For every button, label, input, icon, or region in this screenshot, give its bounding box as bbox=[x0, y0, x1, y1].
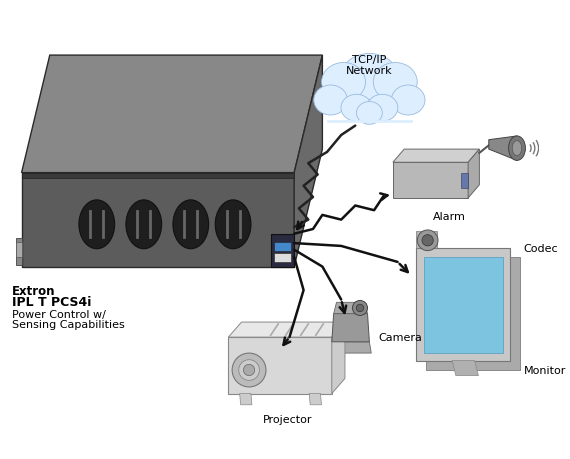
Polygon shape bbox=[417, 231, 437, 248]
Polygon shape bbox=[468, 150, 479, 199]
Ellipse shape bbox=[126, 201, 162, 249]
Polygon shape bbox=[16, 239, 22, 265]
Polygon shape bbox=[332, 322, 345, 394]
Polygon shape bbox=[271, 234, 294, 267]
Ellipse shape bbox=[356, 102, 382, 125]
Polygon shape bbox=[274, 243, 291, 251]
Polygon shape bbox=[229, 322, 345, 337]
Ellipse shape bbox=[173, 201, 209, 249]
Ellipse shape bbox=[341, 54, 398, 101]
Polygon shape bbox=[229, 337, 332, 394]
Text: Extron: Extron bbox=[12, 284, 56, 297]
Polygon shape bbox=[22, 173, 294, 267]
Ellipse shape bbox=[417, 230, 438, 251]
Polygon shape bbox=[393, 163, 468, 199]
Text: Monitor: Monitor bbox=[524, 365, 566, 375]
Ellipse shape bbox=[341, 95, 372, 122]
Polygon shape bbox=[417, 248, 510, 361]
Ellipse shape bbox=[392, 86, 425, 116]
Polygon shape bbox=[310, 394, 321, 405]
Polygon shape bbox=[332, 314, 369, 342]
Text: Camera: Camera bbox=[379, 332, 423, 342]
Ellipse shape bbox=[215, 201, 251, 249]
Polygon shape bbox=[16, 243, 22, 257]
Polygon shape bbox=[461, 173, 468, 188]
Ellipse shape bbox=[232, 353, 266, 387]
Ellipse shape bbox=[239, 360, 259, 381]
Text: Alarm: Alarm bbox=[433, 212, 466, 222]
Ellipse shape bbox=[508, 137, 526, 161]
Ellipse shape bbox=[243, 364, 255, 376]
Text: Sensing Capabilities: Sensing Capabilities bbox=[12, 319, 125, 330]
Polygon shape bbox=[22, 56, 323, 173]
Polygon shape bbox=[488, 137, 517, 161]
Ellipse shape bbox=[321, 63, 365, 102]
Ellipse shape bbox=[314, 86, 347, 116]
Polygon shape bbox=[332, 342, 371, 353]
Polygon shape bbox=[294, 56, 323, 267]
Polygon shape bbox=[22, 173, 294, 179]
Polygon shape bbox=[274, 254, 291, 263]
Polygon shape bbox=[424, 257, 503, 353]
Text: IPL T PCS4i: IPL T PCS4i bbox=[12, 295, 92, 308]
Polygon shape bbox=[452, 361, 478, 376]
Text: Codec: Codec bbox=[524, 244, 558, 253]
Ellipse shape bbox=[356, 304, 364, 312]
Polygon shape bbox=[333, 302, 368, 314]
Ellipse shape bbox=[422, 235, 433, 246]
Text: Projector: Projector bbox=[263, 414, 312, 424]
Ellipse shape bbox=[373, 63, 417, 102]
Ellipse shape bbox=[352, 301, 368, 316]
Text: Power Control w/: Power Control w/ bbox=[12, 309, 106, 319]
Text: TCP/IP
Network: TCP/IP Network bbox=[346, 55, 393, 76]
Polygon shape bbox=[239, 394, 252, 405]
Ellipse shape bbox=[79, 201, 115, 249]
Polygon shape bbox=[393, 150, 479, 163]
Polygon shape bbox=[426, 257, 520, 370]
Ellipse shape bbox=[512, 141, 522, 157]
Ellipse shape bbox=[367, 95, 398, 122]
